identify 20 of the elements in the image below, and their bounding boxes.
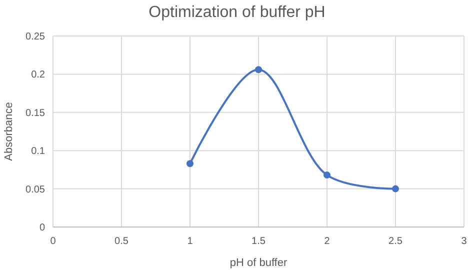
x-tick-label: 1 <box>187 236 194 247</box>
y-tick-label: 0.2 <box>31 70 46 81</box>
chart-title: Optimization of buffer pH <box>148 4 326 21</box>
x-tick-label: 1.5 <box>252 236 266 247</box>
point <box>392 185 399 192</box>
x-axis-title: pH of buffer <box>230 257 288 269</box>
x-tick-label: 0 <box>50 236 56 247</box>
point <box>324 172 330 179</box>
y-axis-title: Absorbance <box>3 102 15 161</box>
y-tick-label: 0.05 <box>26 184 46 196</box>
y-tick-label: 0.1 <box>31 146 46 158</box>
x-tick-label: 2.5 <box>388 236 403 247</box>
point <box>186 160 194 168</box>
x-tick-label: 2 <box>324 236 330 247</box>
y-tick-label: 0.15 <box>26 108 46 119</box>
x-tick-label: 3 <box>461 236 468 247</box>
y-tick-label: 0 <box>39 222 46 234</box>
point <box>255 66 262 74</box>
x-tick-label: 0.5 <box>114 236 129 247</box>
y-tick-label: 0.25 <box>26 32 46 42</box>
